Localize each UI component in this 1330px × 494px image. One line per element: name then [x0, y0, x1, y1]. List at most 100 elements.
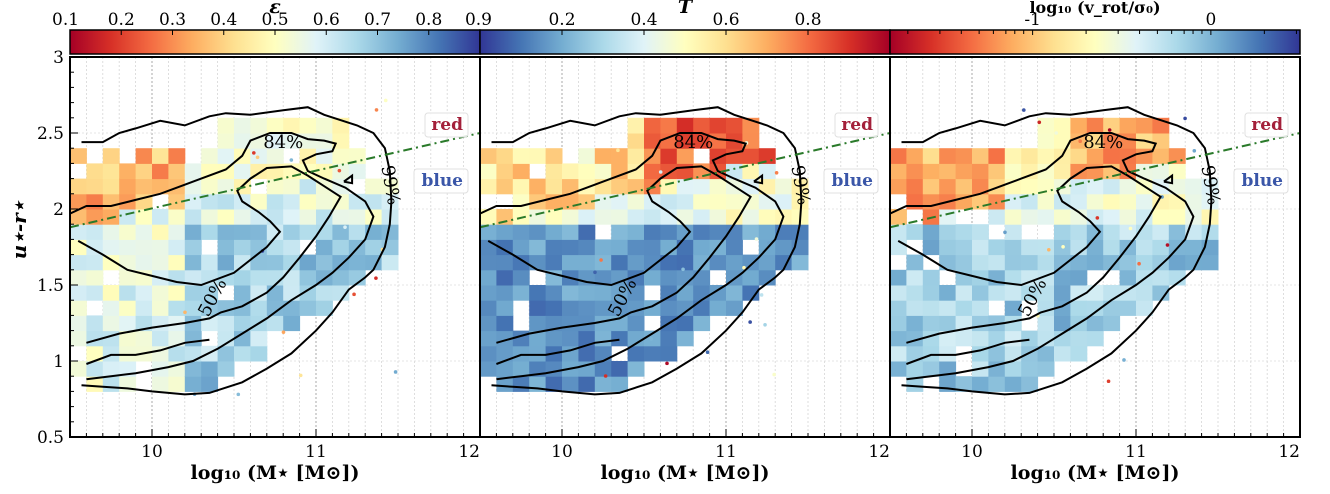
heatmap-cell	[529, 255, 546, 271]
heatmap-cell	[1120, 209, 1137, 225]
heatmap-cell	[234, 239, 251, 255]
heatmap-cell	[644, 239, 661, 255]
region-label-blue: blue	[1241, 171, 1283, 191]
scatter-point	[665, 362, 669, 366]
heatmap-cell	[513, 179, 530, 195]
heatmap-cell	[628, 148, 645, 164]
heatmap-cell	[972, 224, 989, 240]
heatmap-cell	[1185, 239, 1202, 255]
heatmap-cell	[152, 148, 169, 164]
heatmap-cell	[710, 194, 727, 210]
scatter-point	[1129, 227, 1133, 231]
heatmap-cell	[726, 255, 743, 271]
heatmap-cell	[578, 255, 595, 271]
heatmap-cell	[218, 255, 235, 271]
scatter-point	[282, 330, 286, 334]
x-tick-label: 11	[305, 442, 327, 462]
heatmap-cell	[1038, 148, 1055, 164]
scatter-point	[772, 373, 776, 377]
heatmap-cell	[1005, 163, 1022, 179]
heatmap-cell	[529, 179, 546, 195]
heatmap-cell	[595, 331, 612, 347]
heatmap-cell	[1038, 315, 1055, 331]
heatmap-cell	[119, 224, 136, 240]
region-label-red: red	[1251, 115, 1283, 135]
heatmap	[480, 118, 809, 392]
scatter-point	[1137, 262, 1141, 266]
heatmap-cell	[939, 346, 956, 362]
scatter-point	[299, 374, 303, 378]
heatmap-cell	[1070, 300, 1087, 316]
heatmap-cell	[136, 331, 153, 347]
heatmap-cell	[234, 163, 251, 179]
heatmap-cell	[923, 270, 940, 286]
heatmap-cell	[906, 300, 923, 316]
heatmap-cell	[1152, 270, 1169, 286]
scatter-point	[352, 293, 356, 297]
heatmap-cell	[1169, 224, 1186, 240]
heatmap-cell	[70, 331, 87, 347]
scatter-point	[374, 276, 378, 280]
heatmap-cell	[119, 315, 136, 331]
heatmap-cell	[1120, 179, 1137, 195]
heatmap-cell	[906, 315, 923, 331]
heatmap-cell	[218, 133, 235, 149]
heatmap-cell	[1103, 209, 1120, 225]
heatmap-cell	[972, 285, 989, 301]
heatmap-cell	[267, 255, 284, 271]
heatmap-cell	[1054, 209, 1071, 225]
heatmap-cell	[939, 239, 956, 255]
contour-label: 84%	[673, 132, 713, 153]
heatmap-cell	[1005, 194, 1022, 210]
heatmap-cell	[480, 315, 497, 331]
heatmap-cell	[1087, 118, 1104, 134]
scatter-point	[1122, 358, 1126, 362]
heatmap-cell	[1087, 239, 1104, 255]
heatmap-cell	[628, 133, 645, 149]
heatmap-cell	[660, 194, 677, 210]
heatmap-cell	[546, 361, 563, 377]
heatmap-cell	[595, 376, 612, 392]
heatmap-cell	[382, 255, 399, 271]
heatmap-cell	[759, 148, 776, 164]
heatmap-cell	[939, 255, 956, 271]
heatmap-cell	[267, 285, 284, 301]
scatter-point	[775, 171, 779, 175]
heatmap-cell	[185, 346, 202, 362]
heatmap-cell	[513, 163, 530, 179]
heatmap-cell	[1070, 118, 1087, 134]
heatmap-cell	[956, 239, 973, 255]
heatmap-cell	[480, 255, 497, 271]
heatmap-cell	[628, 361, 645, 377]
heatmap-cell	[988, 255, 1005, 271]
heatmap-cell	[529, 346, 546, 362]
heatmap-cell	[1103, 315, 1120, 331]
heatmap-cell	[546, 239, 563, 255]
contour-label: 84%	[1083, 132, 1123, 153]
colorbar-tick-label: 0.4	[630, 10, 657, 30]
heatmap-cell	[103, 163, 120, 179]
heatmap-cell	[988, 209, 1005, 225]
heatmap-cell	[890, 270, 907, 286]
heatmap-cell	[1120, 270, 1137, 286]
heatmap-cell	[923, 224, 940, 240]
heatmap-cell	[1152, 224, 1169, 240]
heatmap-cell	[218, 148, 235, 164]
heatmap-cell	[546, 285, 563, 301]
y-tick-label: 0.5	[37, 428, 64, 448]
heatmap-cell	[250, 194, 267, 210]
heatmap-cell	[644, 209, 661, 225]
heatmap-cell	[1038, 209, 1055, 225]
scatter-point	[384, 99, 388, 103]
heatmap-cell	[578, 346, 595, 362]
heatmap-cell	[168, 209, 185, 225]
scatter-point	[1061, 245, 1065, 249]
heatmap-cell	[546, 163, 563, 179]
heatmap-cell	[1152, 255, 1169, 271]
scatter-point	[290, 158, 294, 162]
heatmap-cell	[890, 300, 907, 316]
heatmap-cell	[595, 346, 612, 362]
heatmap-cell	[168, 148, 185, 164]
heatmap-cell	[611, 224, 628, 240]
heatmap-cell	[86, 270, 103, 286]
